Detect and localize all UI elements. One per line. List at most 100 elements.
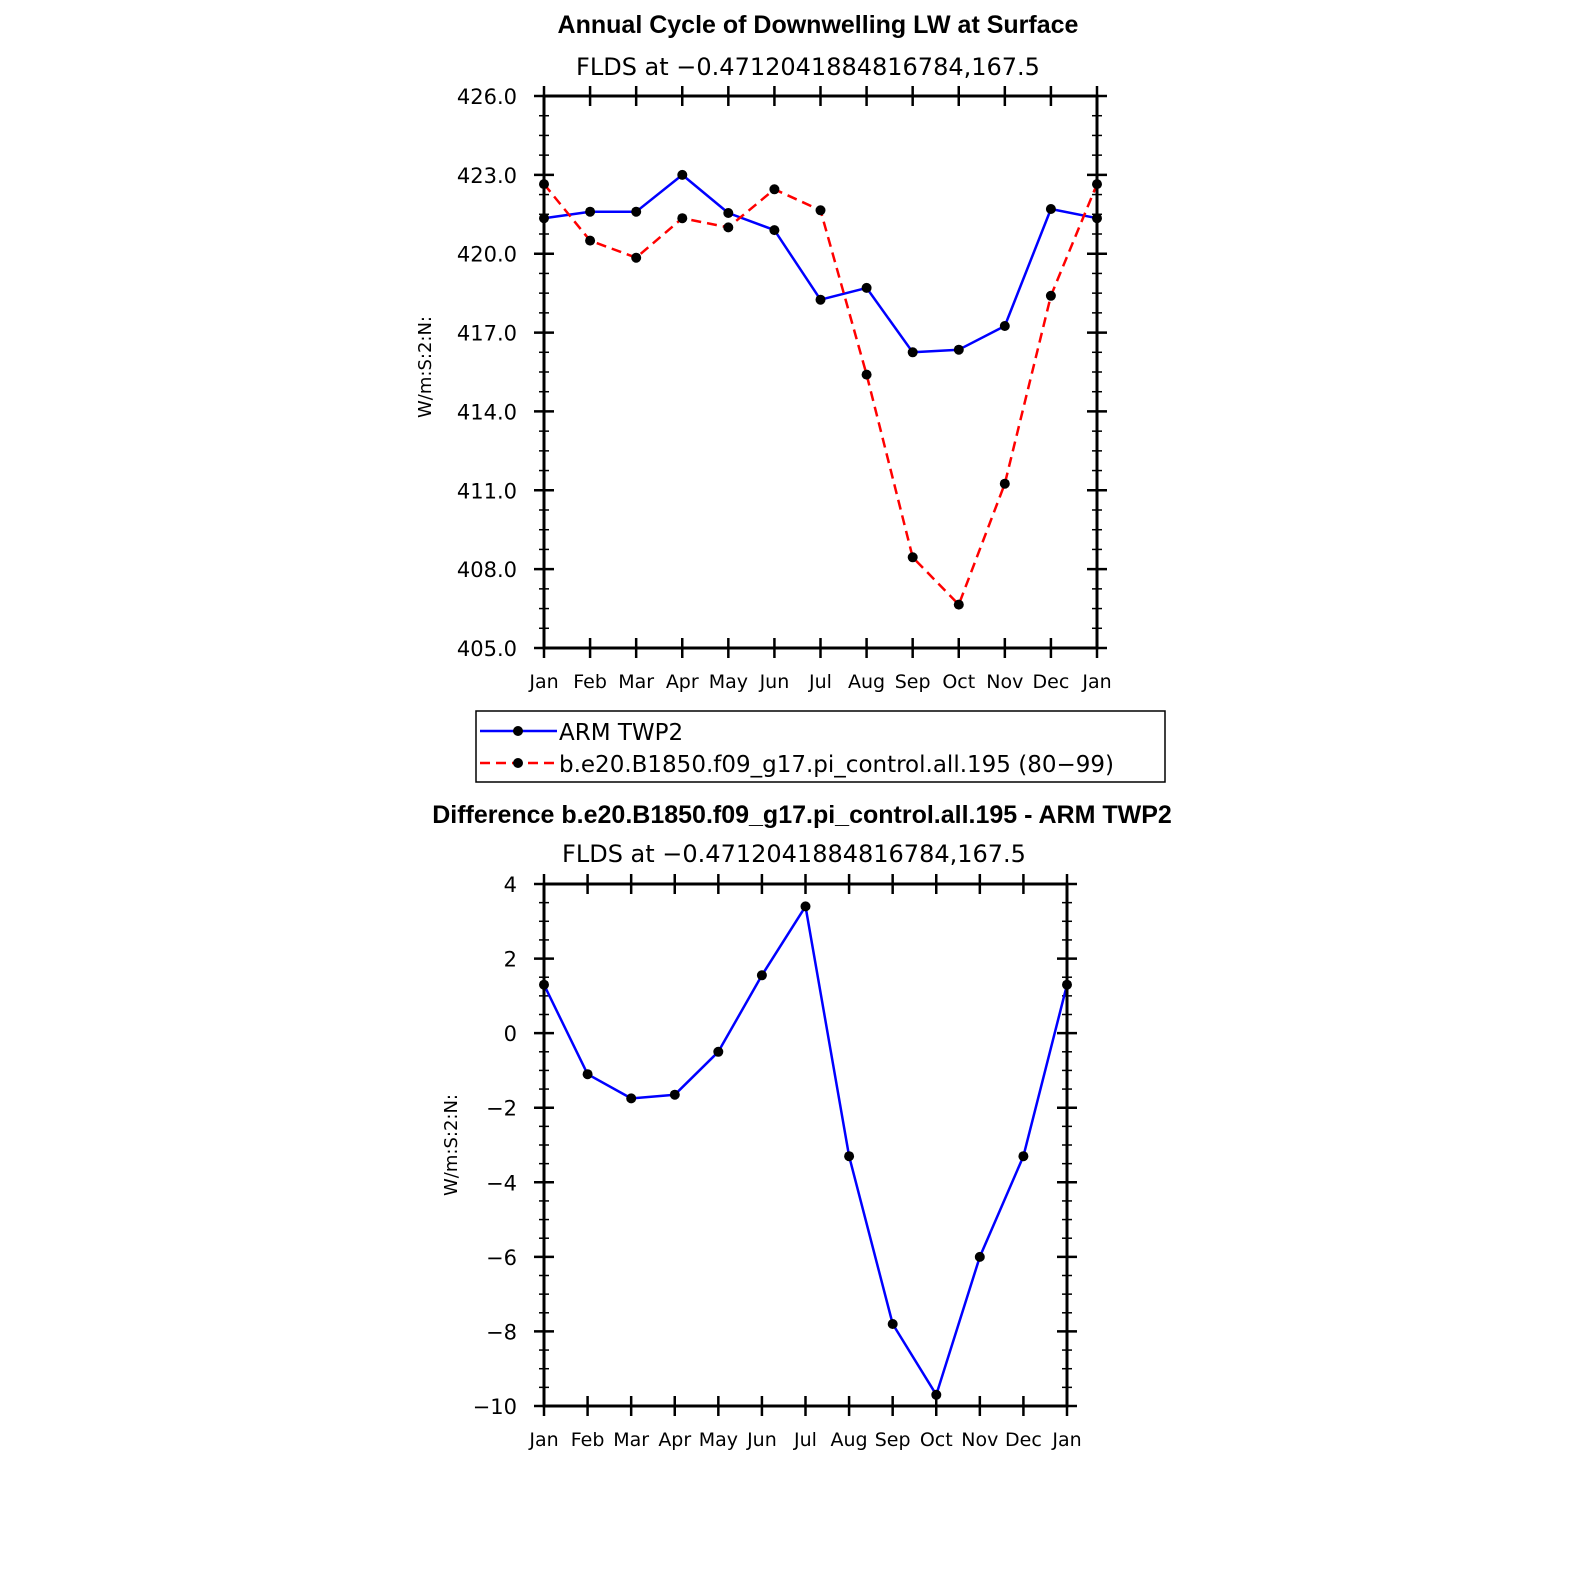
series-line-0-1	[543, 183, 1099, 606]
top-chart-title: Annual Cycle of Downwelling LW at Surfac…	[558, 11, 1079, 39]
top-chart: Annual Cycle of Downwelling LW at Surfac…	[415, 11, 1112, 693]
data-point-1-0-11	[1018, 1151, 1029, 1162]
data-point-0-0-5	[769, 225, 780, 236]
x-tick-label-oct: Oct	[942, 671, 975, 693]
data-point-0-0-7	[861, 282, 872, 293]
x-tick-label-jan: Jan	[528, 671, 558, 693]
x-tick-label-feb: Feb	[571, 1429, 605, 1451]
legend-box	[475, 710, 1166, 783]
bottom-chart-subtitle: FLDS at −0.4712041884816784,167.5	[562, 840, 1026, 868]
x-tick-label-oct: Oct	[920, 1429, 953, 1451]
legend-entry-model: b.e20.B1850.f09_g17.pi_control.all.195 (…	[480, 752, 1114, 778]
legend-entry-arm: ARM TWP2	[480, 720, 683, 746]
data-point-1-0-2	[626, 1093, 637, 1104]
data-point-0-0-3	[677, 169, 688, 180]
x-tick-label-jan: Jan	[528, 1429, 558, 1451]
x-tick-label-jun: Jun	[746, 1429, 777, 1451]
data-point-0-0-1	[585, 206, 596, 217]
x-tick-label-apr: Apr	[666, 671, 699, 693]
data-point-1-0-4	[713, 1046, 724, 1057]
top-chart-subtitle: FLDS at −0.4712041884816784,167.5	[576, 53, 1040, 81]
data-point-0-0-9	[953, 344, 964, 355]
data-point-1-0-1	[582, 1069, 593, 1080]
top-chart-ticks: 405.0 408.0 411.0 414.0 417.0 420.0 423.0 426.0…	[457, 85, 1112, 693]
data-point-0-0-10	[999, 321, 1010, 331]
bottom-chart-ylabel: W/m:S:2:N:	[441, 1094, 462, 1196]
y-tick-label: −4	[486, 1171, 517, 1195]
y-tick-label: 414.0	[457, 400, 517, 424]
legend-arm-marker	[513, 726, 523, 736]
data-point-0-0-11	[1045, 204, 1056, 214]
data-point-0-1-7	[861, 369, 872, 380]
bottom-chart-frame	[542, 882, 1069, 1408]
y-tick-label: −10	[473, 1395, 517, 1419]
bottom-chart-title: Difference b.e20.B1850.f09_g17.pi_contro…	[432, 801, 1172, 829]
data-point-0-1-8	[907, 552, 918, 563]
x-tick-label-aug: Aug	[848, 671, 885, 693]
x-tick-label-may: May	[699, 1429, 738, 1451]
legend: ARM TWP2 b.e20.B1850.f09_g17.pi_control.…	[475, 710, 1166, 783]
data-point-0-1-3	[677, 213, 688, 224]
series-line-1-0	[542, 905, 1069, 1397]
legend-model-label: b.e20.B1850.f09_g17.pi_control.all.195 (…	[559, 752, 1114, 778]
top-chart-frame	[542, 94, 1099, 650]
top-chart-plot-area	[539, 169, 1102, 610]
x-tick-label-feb: Feb	[573, 671, 607, 693]
data-point-1-0-3	[669, 1089, 680, 1100]
x-tick-label-jan: Jan	[1051, 1429, 1081, 1451]
legend-arm-label: ARM TWP2	[559, 720, 683, 746]
data-point-1-0-7	[844, 1151, 855, 1162]
y-tick-label: 420.0	[457, 243, 517, 267]
data-point-0-1-5	[769, 184, 780, 195]
y-tick-label: −6	[486, 1246, 517, 1270]
y-tick-label: 408.0	[457, 558, 517, 582]
data-point-0-1-6	[815, 205, 826, 216]
x-tick-label-sep: Sep	[895, 671, 931, 693]
data-point-0-1-11	[1045, 290, 1056, 301]
bottom-chart-ticks: −10 −8 −6 −4 −2 0 2 4 Jan Feb Mar Apr May Jun Jul Aug Se…	[473, 873, 1082, 1451]
x-tick-label-mar: Mar	[618, 671, 654, 693]
top-chart-ylabel: W/m:S:2:N:	[415, 316, 436, 418]
bottom-chart: Difference b.e20.B1850.f09_g17.pi_contro…	[432, 801, 1172, 1451]
data-point-0-0-4	[723, 208, 734, 218]
data-point-1-0-10	[974, 1251, 985, 1262]
y-tick-label: −2	[486, 1097, 517, 1121]
series-line-0-0	[543, 173, 1098, 354]
bottom-chart-plot-area	[539, 901, 1072, 1400]
data-point-0-0-2	[631, 206, 642, 217]
y-tick-label: 426.0	[457, 85, 517, 109]
x-tick-label-aug: Aug	[831, 1429, 868, 1451]
x-tick-label-jul: Jul	[793, 1429, 817, 1451]
x-tick-label-nov: Nov	[986, 671, 1023, 693]
y-tick-label: 405.0	[457, 637, 517, 661]
data-point-0-1-4	[723, 222, 734, 233]
y-tick-label: −8	[486, 1320, 517, 1344]
legend-model-marker	[513, 758, 523, 768]
data-point-0-1-9	[953, 599, 964, 610]
data-point-1-0-9	[931, 1389, 942, 1400]
y-tick-label: 4	[504, 873, 517, 897]
data-point-0-1-2	[631, 252, 642, 263]
x-tick-label-nov: Nov	[961, 1429, 998, 1451]
x-tick-label-jun: Jun	[759, 671, 790, 693]
data-point-0-1-1	[585, 235, 596, 246]
y-tick-label: 2	[504, 948, 517, 972]
y-tick-label: 0	[504, 1022, 517, 1046]
data-point-0-0-8	[907, 347, 918, 358]
y-tick-label: 417.0	[457, 322, 517, 346]
data-point-0-1-10	[999, 478, 1010, 489]
data-point-1-0-6	[800, 901, 811, 912]
x-tick-label-dec: Dec	[1005, 1429, 1042, 1451]
data-point-1-0-5	[756, 970, 767, 981]
x-tick-label-dec: Dec	[1033, 671, 1070, 693]
x-tick-label-jul: Jul	[808, 671, 832, 693]
x-tick-label-apr: Apr	[658, 1429, 691, 1451]
data-point-1-0-8	[887, 1319, 898, 1329]
x-tick-label-sep: Sep	[875, 1429, 911, 1451]
x-tick-label-jan: Jan	[1081, 671, 1111, 693]
x-tick-label-may: May	[709, 671, 748, 693]
y-tick-label: 411.0	[457, 479, 517, 503]
x-tick-label-mar: Mar	[613, 1429, 649, 1451]
data-point-0-0-6	[815, 294, 826, 305]
